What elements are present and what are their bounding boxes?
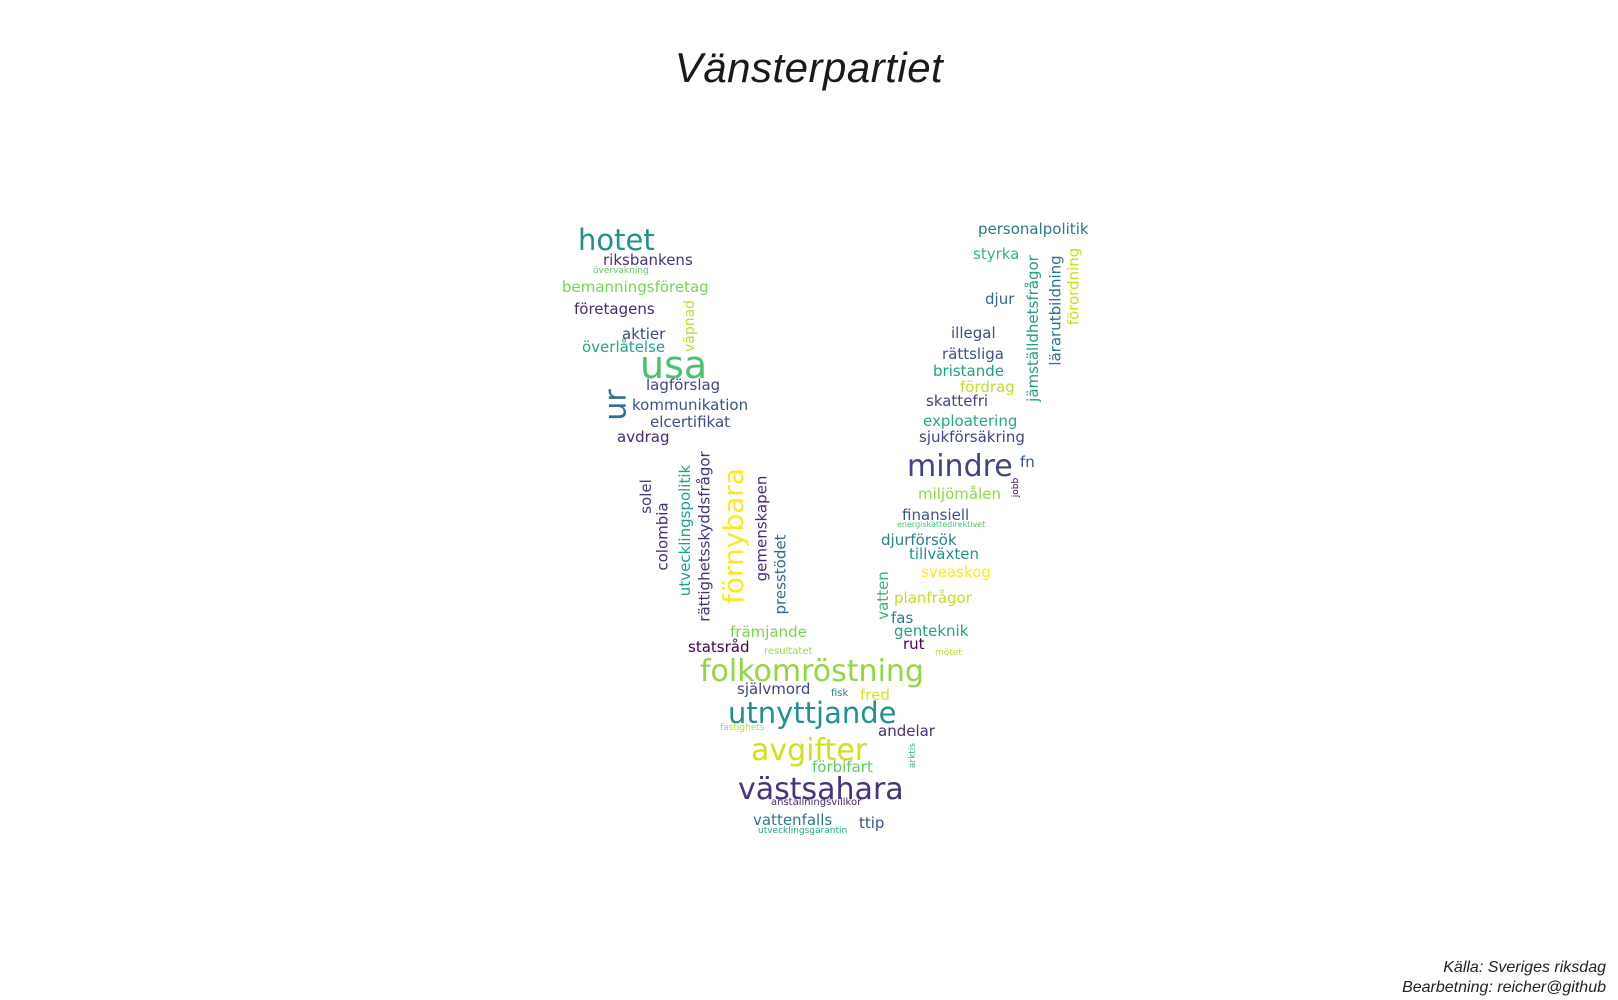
cloud-word: colombia bbox=[653, 501, 672, 571]
cloud-word: bristande bbox=[933, 362, 1005, 380]
cloud-word: jobb bbox=[1010, 477, 1021, 497]
cloud-word: energiskattedirektivet bbox=[897, 520, 986, 529]
cloud-word: sjukförsäkring bbox=[919, 428, 1025, 446]
cloud-word: utvecklingsgarantin bbox=[758, 826, 848, 836]
source-line: Källa: Sveriges riksdag bbox=[1443, 959, 1606, 976]
cloud-word: bemanningsföretag bbox=[562, 278, 709, 296]
cloud-word: aktier bbox=[622, 325, 666, 343]
cloud-word: förordning bbox=[1064, 247, 1083, 325]
cloud-word: rättsliga bbox=[942, 345, 1004, 363]
cloud-word: västsahara bbox=[738, 772, 904, 807]
cloud-word: självmord bbox=[737, 680, 811, 698]
cloud-word: statsråd bbox=[688, 638, 750, 656]
cloud-word: resultatet bbox=[764, 646, 813, 657]
cloud-word: djurförsök bbox=[881, 531, 957, 549]
cloud-word: mindre bbox=[907, 449, 1013, 484]
cloud-word: elcertifikat bbox=[650, 413, 731, 431]
cloud-word: folkomröstning bbox=[700, 654, 924, 689]
cloud-word: vattenfalls bbox=[753, 811, 833, 829]
cloud-word: illegal bbox=[951, 324, 996, 342]
cloud-word: företagens bbox=[574, 300, 655, 318]
cloud-word: exploatering bbox=[923, 412, 1018, 430]
cloud-word: förbifart bbox=[812, 758, 873, 776]
cloud-word: lagförslag bbox=[646, 376, 721, 394]
cloud-word: ur bbox=[598, 389, 634, 421]
cloud-word: arktis bbox=[907, 742, 918, 768]
cloud-word: kommunikation bbox=[632, 396, 749, 414]
cloud-word: vatten bbox=[873, 570, 892, 620]
cloud-word: rättighetsskyddsfrågor bbox=[695, 450, 714, 622]
cloud-word: presstödet bbox=[771, 534, 790, 614]
cloud-word: fn bbox=[1020, 453, 1035, 471]
cloud-word: lärarutbildning bbox=[1046, 254, 1065, 366]
cloud-word: anställningsvillkor bbox=[771, 797, 862, 808]
cloud-word: övervakning bbox=[593, 266, 649, 276]
cloud-word: genteknik bbox=[894, 622, 969, 640]
cloud-word: fördrag bbox=[960, 378, 1015, 396]
cloud-word: finansiell bbox=[902, 506, 970, 524]
cloud-word: usa bbox=[640, 343, 708, 387]
cloud-word: mötet bbox=[935, 648, 962, 658]
cloud-word: fisk bbox=[831, 688, 849, 699]
cloud-word: styrka bbox=[973, 245, 1020, 263]
cloud-word: solel bbox=[636, 478, 655, 514]
cloud-word: fred bbox=[860, 686, 890, 704]
cloud-word: rut bbox=[903, 635, 925, 653]
cloud-word: hotet bbox=[578, 223, 655, 257]
cloud-word: främjande bbox=[730, 623, 807, 641]
cloud-word: fas bbox=[891, 609, 914, 627]
cloud-word: utvecklingspolitik bbox=[675, 464, 694, 596]
cloud-word: tillväxten bbox=[909, 545, 979, 563]
cloud-word: ttip bbox=[859, 814, 885, 832]
cloud-word: jämställdhetsfrågor bbox=[1023, 254, 1042, 402]
cloud-word: avdrag bbox=[617, 428, 670, 446]
cloud-word: förnybara bbox=[716, 468, 750, 604]
chart-title: Vänsterpartiet bbox=[674, 44, 944, 91]
cloud-word: riksbankens bbox=[603, 251, 693, 269]
cloud-word: överlåtelse bbox=[582, 338, 666, 356]
cloud-word: djur bbox=[985, 290, 1015, 308]
cloud-word: fastighets bbox=[720, 723, 765, 733]
cloud-word: skattefri bbox=[926, 392, 989, 410]
source-credit: Källa: Sveriges riksdag Bearbetning: rei… bbox=[1402, 958, 1606, 998]
cloud-word: andelar bbox=[878, 722, 935, 740]
cloud-word: sveaskog bbox=[921, 563, 991, 581]
cloud-word: utnyttjande bbox=[728, 696, 897, 730]
cloud-word: gemenskapen bbox=[752, 475, 771, 581]
cloud-word: miljömålen bbox=[918, 485, 1001, 503]
attribution-line: Bearbetning: reicher@github bbox=[1402, 979, 1606, 996]
cloud-word: avgifter bbox=[751, 733, 868, 768]
cloud-word: planfrågor bbox=[894, 589, 972, 607]
cloud-word: personalpolitik bbox=[978, 220, 1089, 238]
